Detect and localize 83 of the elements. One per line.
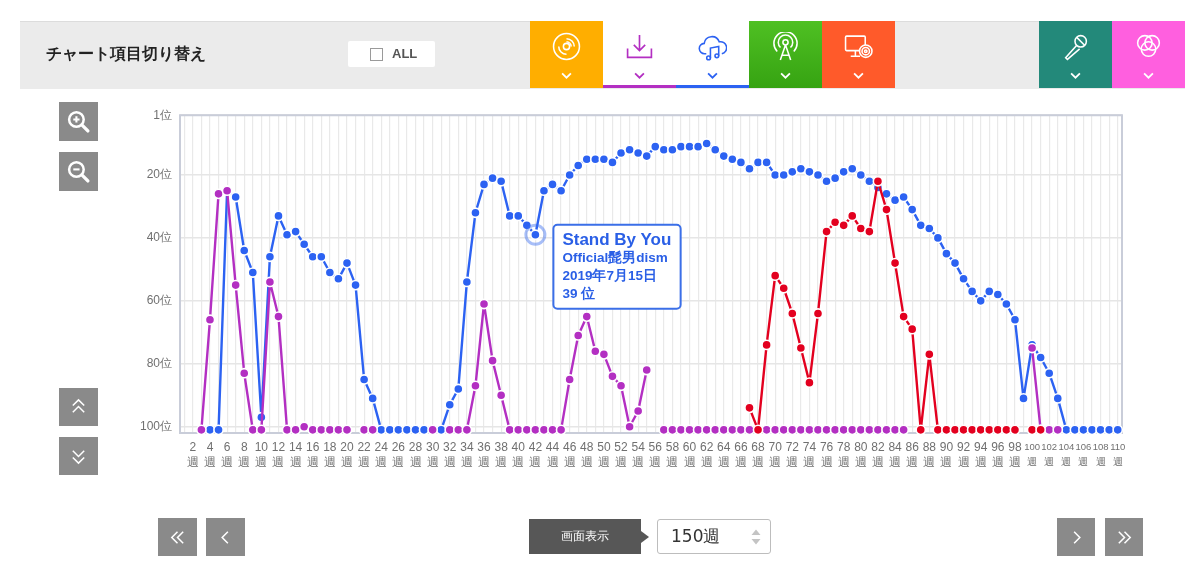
x-tick-label: 24週 bbox=[374, 439, 389, 469]
point bbox=[881, 204, 892, 215]
scroll-up-button[interactable] bbox=[59, 388, 98, 426]
x-tick-label: 66週 bbox=[734, 439, 748, 469]
x-tick-label: 102週 bbox=[1041, 441, 1058, 468]
x-tick-label: 20週 bbox=[340, 439, 354, 469]
x-tick-label: 36週 bbox=[477, 439, 491, 469]
x-tick-label: 38週 bbox=[494, 439, 509, 469]
x-tick-label: 26週 bbox=[391, 439, 406, 469]
y-tick-label: 1位 bbox=[153, 107, 172, 122]
checkbox[interactable] bbox=[370, 48, 383, 61]
x-tick-label: 74週 bbox=[802, 439, 817, 469]
x-tick-label: 16週 bbox=[306, 439, 320, 469]
x-tick-label: 88週 bbox=[922, 439, 937, 469]
x-tick-label: 54週 bbox=[631, 439, 646, 469]
x-tick-label: 58週 bbox=[665, 439, 680, 469]
x-tick-label: 78週 bbox=[837, 439, 851, 469]
x-tick-label: 72週 bbox=[785, 439, 800, 469]
x-tick-label: 70週 bbox=[768, 439, 783, 469]
x-tick-label: 28週 bbox=[408, 439, 423, 469]
text: チャート項目切り替え bbox=[46, 44, 206, 64]
x-tick-label: 96週 bbox=[991, 439, 1005, 469]
x-tick-label: 6週 bbox=[221, 439, 234, 469]
x-tick-label: 62週 bbox=[699, 439, 714, 469]
y-tick-label: 80位 bbox=[146, 356, 172, 371]
x-tick-label: 80週 bbox=[854, 439, 868, 469]
scroll-down-button[interactable] bbox=[59, 437, 98, 475]
x-tick-label: 106週 bbox=[1075, 441, 1092, 468]
y-tick-label: 40位 bbox=[146, 230, 172, 245]
x-tick-label: 32週 bbox=[443, 439, 457, 469]
x-tick-label: 82週 bbox=[871, 439, 885, 469]
x-tick-label: 94週 bbox=[974, 439, 988, 469]
x-tick-label: 100週 bbox=[1024, 441, 1041, 468]
x-tick-label: 76週 bbox=[819, 439, 834, 469]
point bbox=[804, 377, 815, 389]
x-tick-label: 30週 bbox=[425, 439, 440, 469]
x-tick-label: 108週 bbox=[1092, 441, 1109, 468]
x-tick-label: 110週 bbox=[1110, 441, 1126, 468]
first-page-button[interactable] bbox=[158, 518, 197, 556]
x-tick-label: 104週 bbox=[1058, 441, 1075, 468]
point bbox=[821, 226, 832, 238]
microphone-tab[interactable] bbox=[1039, 21, 1112, 88]
x-tick-label: 44週 bbox=[545, 439, 560, 469]
x-tick-label: 92週 bbox=[956, 439, 971, 469]
x-tick-label: 46週 bbox=[562, 439, 577, 469]
x-tick-label: 48週 bbox=[580, 439, 594, 469]
annotation: Stand By You Official髭男dism 2019年7月15日 39 位 bbox=[562, 229, 672, 302]
point bbox=[744, 402, 755, 414]
x-tick-label: 64週 bbox=[717, 439, 731, 469]
x-tick-label: 40週 bbox=[511, 439, 526, 469]
x-tick-label: 60週 bbox=[682, 439, 697, 469]
circles-tab[interactable] bbox=[1112, 21, 1185, 88]
x-tick-label: 86週 bbox=[905, 439, 920, 469]
x-tick-label: 22週 bbox=[357, 439, 372, 469]
text: ALL bbox=[392, 46, 418, 62]
text: 画面表示 bbox=[529, 519, 641, 554]
x-tick-label: 2週 bbox=[186, 439, 199, 469]
x-tick-label: 56週 bbox=[648, 439, 663, 469]
x-tick-label: 90週 bbox=[939, 439, 954, 469]
y-tick-label: 100位 bbox=[139, 419, 172, 434]
x-tick-label: 52週 bbox=[614, 439, 629, 469]
last-page-button[interactable] bbox=[1105, 518, 1143, 556]
x-tick-label: 42週 bbox=[528, 439, 543, 469]
x-tick-label: 8週 bbox=[238, 439, 251, 469]
antenna-tab[interactable] bbox=[749, 21, 822, 88]
x-tick-label: 34週 bbox=[460, 439, 474, 469]
point bbox=[829, 216, 841, 228]
zoom-in-button[interactable] bbox=[59, 102, 98, 141]
select-box[interactable]: 150週 bbox=[657, 519, 771, 554]
y-tick-label: 60位 bbox=[146, 293, 172, 308]
x-tick-label: 10週 bbox=[254, 439, 269, 469]
x-tick-label: 98週 bbox=[1008, 439, 1022, 469]
y-tick-label: 20位 bbox=[146, 167, 172, 182]
x-tick-label: 68週 bbox=[751, 439, 766, 469]
x-tick-label: 4週 bbox=[203, 439, 216, 469]
x-tick-label: 14週 bbox=[288, 439, 303, 469]
monitor-disc-tab[interactable] bbox=[822, 21, 895, 88]
point bbox=[863, 226, 875, 238]
zoom-out-button[interactable] bbox=[59, 152, 98, 191]
x-tick-label: 12週 bbox=[271, 439, 286, 469]
x-tick-label: 18週 bbox=[323, 439, 337, 469]
x-tick-label: 84週 bbox=[888, 439, 903, 469]
x-tick-label: 50週 bbox=[597, 439, 611, 469]
